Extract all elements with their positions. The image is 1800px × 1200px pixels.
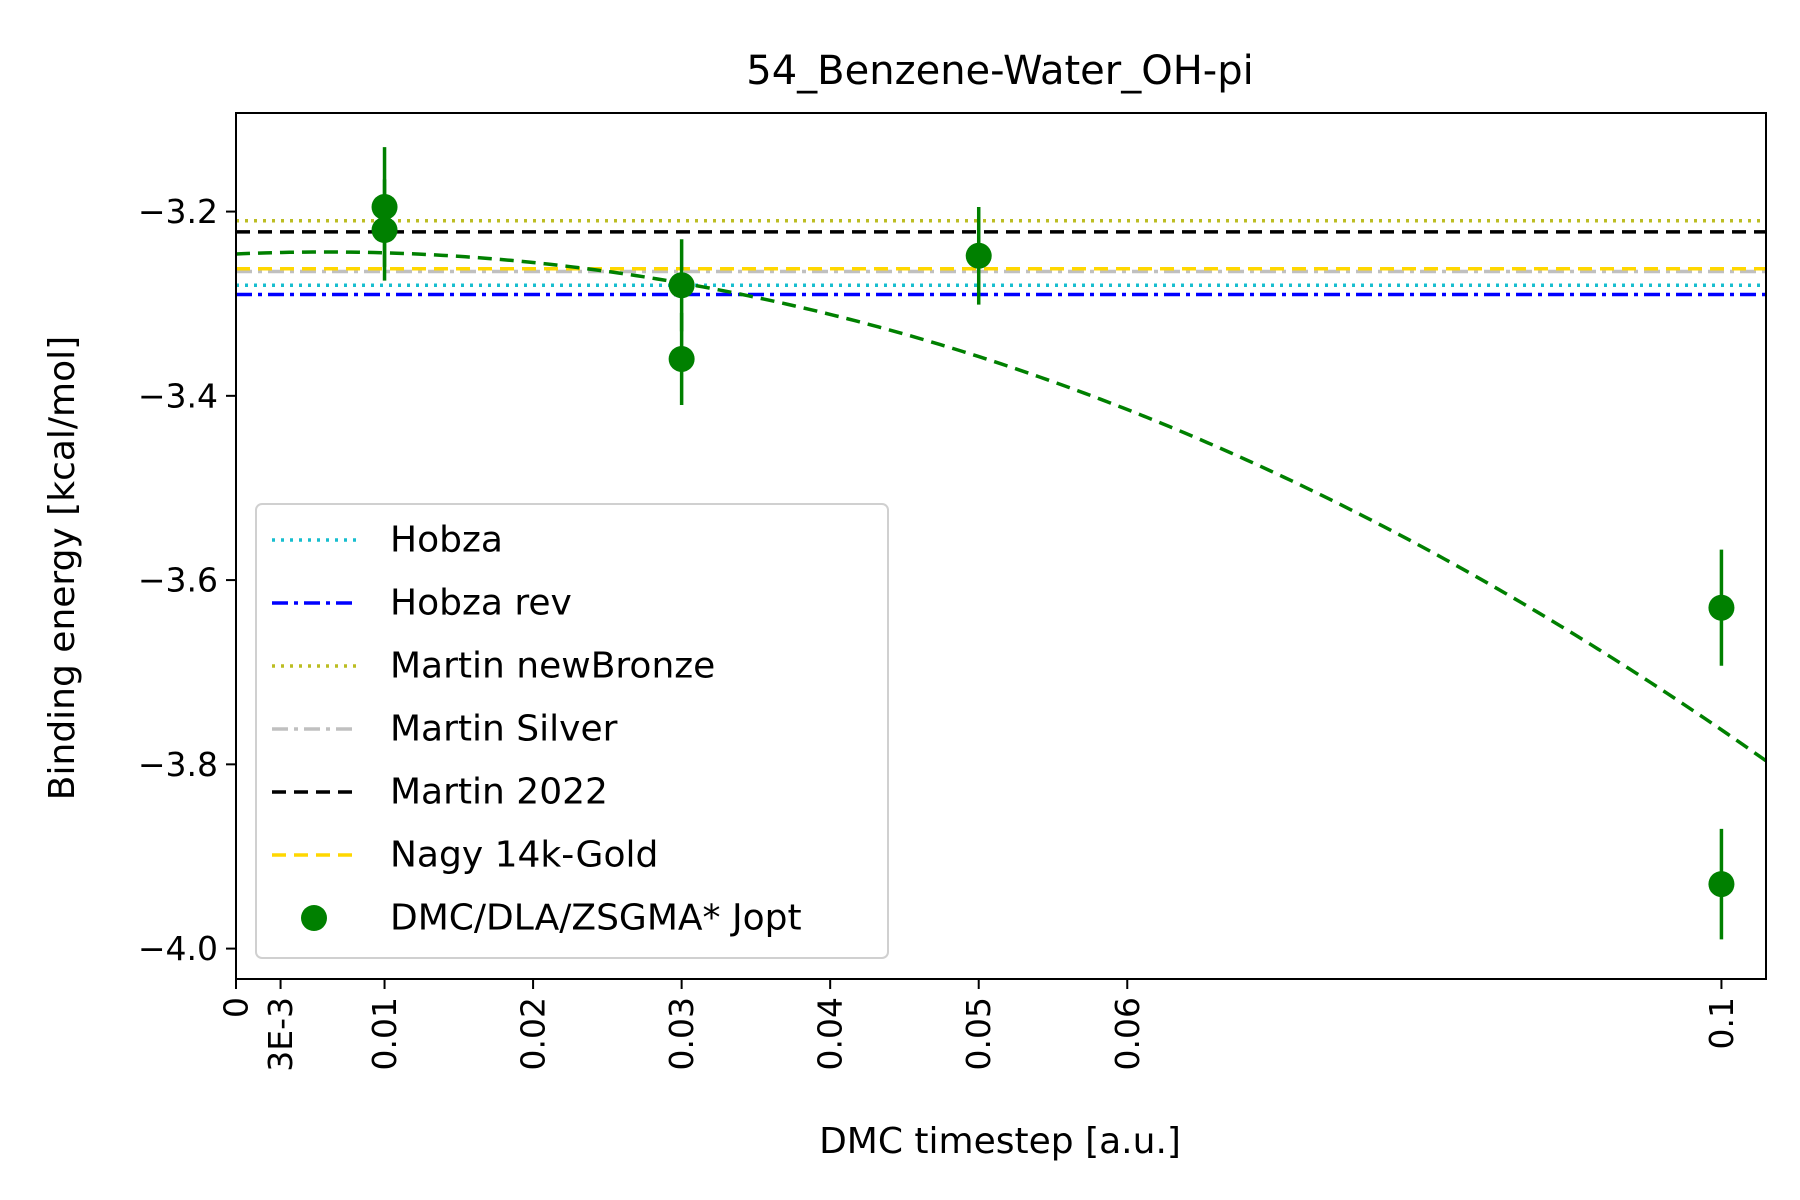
y-tick-label-0: −3.2 [138,192,218,231]
legend-label-5: Nagy 14k-Gold [390,835,658,876]
x-tick-label-3: 0.02 [514,997,553,1070]
y-axis: −3.2 −3.4 −3.6 −3.8 −4.0 [138,192,236,968]
point-marker-2 [668,272,695,299]
point-marker-1 [371,217,398,244]
fit-curve [236,250,1766,763]
x-tick-label-8: 0.1 [1702,997,1741,1049]
data-point-4 [965,206,992,305]
plot-area-frame [235,112,1767,980]
legend-entry-2: Martin newBronze [272,646,715,687]
data-point-1 [371,179,398,281]
legend-swatch-6 [301,905,327,931]
y-axis-label: Binding energy [kcal/mol] [42,336,83,800]
x-tick-label-5: 0.04 [811,997,850,1070]
legend-label-0: Hobza [390,520,503,561]
legend-entry-5: Nagy 14k-Gold [272,835,658,876]
legend: Hobza Hobza rev Martin newBronze Martin Sil… [255,503,889,959]
legend-entry-6: DMC/DLA/ZSGMA* Jopt [301,898,802,939]
x-tick-label-2: 0.01 [365,997,404,1070]
data-points-layer [371,147,1735,940]
data-point-6 [1708,828,1735,940]
x-axis: 0 3E-3 0.01 0.02 0.03 0.04 0.05 0.06 0.1 [217,979,1741,1072]
x-tick-label-1: 3E-3 [261,997,300,1072]
data-point-5 [1708,549,1735,666]
legend-entry-1: Hobza rev [272,583,572,624]
x-tick-label-0: 0 [217,997,256,1018]
point-marker-4 [965,242,992,269]
point-marker-6 [1708,871,1735,898]
legend-label-3: Martin Silver [390,709,618,750]
legend-box [255,503,889,959]
x-tick-label-7: 0.06 [1108,997,1147,1070]
legend-label-1: Hobza rev [390,583,572,624]
legend-label-6: DMC/DLA/ZSGMA* Jopt [390,898,802,939]
y-tick-label-3: −3.8 [138,745,218,784]
data-point-3 [668,312,695,406]
legend-label-2: Martin newBronze [390,646,715,687]
y-tick-label-1: −3.4 [138,376,218,415]
y-tick-label-4: −4.0 [138,929,218,968]
y-tick-label-2: −3.6 [138,561,218,600]
legend-entry-3: Martin Silver [272,709,618,750]
legend-entry-4: Martin 2022 [272,772,608,813]
x-axis-label: DMC timestep [a.u.] [819,1121,1181,1162]
reference-lines [236,219,1766,297]
point-marker-5 [1708,594,1735,621]
fit-curve-layer [236,250,1766,763]
legend-label-4: Martin 2022 [390,772,608,813]
point-marker-3 [668,345,695,372]
x-tick-label-6: 0.05 [959,997,998,1070]
x-tick-label-4: 0.03 [662,997,701,1070]
legend-entry-0: Hobza [272,520,503,561]
chart-title: 54_Benzene-Water_OH-pi [746,48,1253,94]
